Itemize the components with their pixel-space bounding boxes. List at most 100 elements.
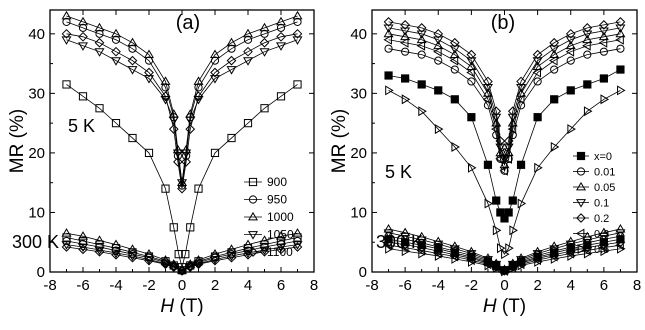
data-point	[94, 22, 105, 32]
legend-item: 900	[244, 175, 287, 189]
data-point	[383, 34, 392, 45]
data-point	[383, 240, 392, 251]
y-tick-label: 30	[28, 85, 45, 102]
series-005-5K	[383, 28, 626, 169]
temperature-label-5k: 5 K	[385, 162, 412, 182]
data-point	[181, 149, 192, 159]
data-point	[62, 17, 71, 27]
data-point	[401, 238, 410, 247]
data-point	[160, 254, 171, 264]
series-line	[66, 33, 298, 189]
data-point	[176, 267, 188, 276]
x-tick-label: 2	[533, 277, 541, 294]
data-point	[110, 28, 122, 38]
y-axis-label: MR (%)	[7, 109, 28, 173]
data-point	[449, 55, 459, 66]
data-point	[599, 74, 608, 83]
data-point	[160, 259, 171, 270]
series-line	[388, 248, 621, 272]
x-tick-label: -6	[76, 277, 89, 294]
data-point	[434, 86, 443, 95]
series-line	[66, 21, 298, 186]
legend-label: 0.1	[594, 198, 609, 210]
data-point	[243, 46, 253, 57]
series-1000-5K	[61, 10, 303, 187]
data-point	[598, 242, 608, 253]
data-point	[144, 255, 154, 266]
data-point	[185, 124, 196, 134]
data-point	[168, 124, 179, 134]
data-point	[598, 31, 609, 41]
x-tick-label: 8	[633, 277, 641, 294]
chart-panel-a: -8 -6 -4 -2 0 2 4 6 8 0 10 20 30 40 MR (%) H (T) (a) 5 K 3…	[7, 9, 318, 317]
panel-label: (a)	[176, 12, 200, 34]
data-point	[491, 124, 500, 135]
data-point	[434, 124, 444, 135]
data-point	[483, 160, 493, 169]
data-point	[482, 88, 493, 97]
data-point	[259, 48, 270, 57]
series-02-5K	[383, 17, 626, 158]
data-point	[516, 253, 527, 262]
data-point	[583, 80, 592, 89]
data-point	[292, 36, 303, 45]
data-point	[598, 227, 609, 237]
data-point	[384, 232, 393, 241]
data-point	[598, 27, 609, 36]
data-point	[383, 17, 394, 27]
legend-marker	[247, 211, 259, 221]
data-point	[127, 252, 138, 263]
data-point	[259, 37, 270, 48]
legend-marker	[576, 167, 586, 176]
data-point	[582, 236, 593, 245]
data-point	[532, 61, 543, 70]
legend-label: 1100	[267, 245, 293, 259]
data-point	[616, 44, 625, 53]
data-point	[617, 85, 626, 96]
series-line	[66, 246, 298, 272]
data-point	[143, 49, 155, 59]
data-point	[483, 76, 493, 87]
x-axis-label-symbol: H	[160, 296, 174, 317]
data-point	[210, 148, 220, 158]
legend-marker	[576, 213, 586, 223]
data-point	[517, 260, 527, 271]
data-point	[532, 67, 542, 78]
series-line	[388, 33, 621, 167]
data-point	[565, 28, 576, 39]
data-point	[615, 240, 624, 251]
series-line	[388, 228, 621, 271]
data-point	[176, 177, 188, 187]
legend-label: 0.01	[594, 167, 615, 179]
data-point	[492, 225, 502, 236]
legend-label: 900	[267, 175, 287, 189]
data-point	[509, 225, 518, 236]
x-tick-label: -2	[142, 277, 155, 294]
temperature-label-5k: 5 K	[68, 116, 95, 136]
series-line	[388, 232, 621, 271]
data-point	[505, 243, 514, 254]
legend-marker	[575, 199, 587, 208]
data-point	[177, 265, 187, 276]
data-point	[598, 37, 608, 48]
data-point	[61, 28, 72, 39]
data-point	[292, 242, 303, 252]
series-x0-5K	[384, 65, 625, 223]
legend-marker	[247, 231, 259, 240]
data-point	[582, 245, 591, 256]
data-point	[111, 249, 121, 260]
data-point	[383, 224, 394, 233]
legend-marker	[575, 181, 587, 191]
data-point	[127, 37, 138, 47]
data-point	[276, 244, 286, 255]
data-point	[416, 236, 427, 245]
data-point	[418, 106, 427, 117]
data-point	[293, 80, 302, 89]
data-point	[583, 50, 592, 59]
data-point	[209, 49, 221, 59]
y-tick-label: 10	[28, 204, 45, 221]
data-point	[78, 23, 88, 32]
legend-item: 0.2	[573, 213, 609, 225]
data-point	[416, 40, 426, 51]
data-point	[616, 232, 625, 241]
